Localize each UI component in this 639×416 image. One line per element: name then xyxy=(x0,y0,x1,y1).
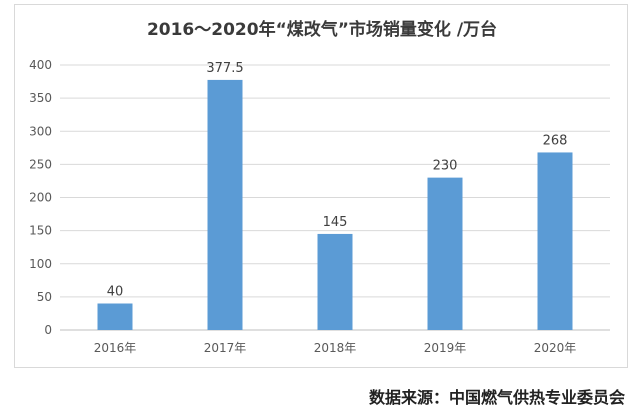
y-tick-label: 150 xyxy=(29,224,52,238)
data-label: 377.5 xyxy=(206,61,243,76)
bar xyxy=(207,79,243,330)
data-label: 145 xyxy=(323,215,348,230)
y-tick-label: 0 xyxy=(44,323,52,337)
bar xyxy=(97,303,133,330)
x-tick-label: 2016年 xyxy=(94,341,137,355)
data-source: 数据来源：中国燃气供热专业委员会 xyxy=(368,388,625,407)
data-labels: 40 377.5 145 230 268 xyxy=(107,61,568,300)
y-tick-label: 400 xyxy=(29,58,52,72)
bar-chart: 0 50 100 150 200 250 300 350 400 40 377.5 145 230 26… xyxy=(29,58,610,355)
chart-frame: 2016～2020年“煤改气”市场销量变化 /万台 0 50 100 150 200 25… xyxy=(14,4,628,368)
bar xyxy=(427,177,463,330)
y-tick-label: 300 xyxy=(29,124,52,138)
chart-title: 2016～2020年“煤改气”市场销量变化 /万台 xyxy=(146,20,498,40)
x-tick-label: 2020年 xyxy=(534,341,577,355)
data-label: 40 xyxy=(107,285,124,300)
y-tick-label: 50 xyxy=(37,290,52,304)
y-tick-label: 100 xyxy=(29,257,52,271)
x-tick-label: 2018年 xyxy=(314,341,357,355)
data-label: 268 xyxy=(543,133,568,148)
bars xyxy=(97,79,573,330)
data-label: 230 xyxy=(433,159,458,174)
x-tick-label: 2017年 xyxy=(204,341,247,355)
x-axis-ticks: 2016年 2017年 2018年 2019年 2020年 xyxy=(94,341,577,355)
y-axis-ticks: 0 50 100 150 200 250 300 350 400 xyxy=(29,58,52,337)
y-tick-label: 350 xyxy=(29,91,52,105)
y-tick-label: 200 xyxy=(29,191,52,205)
x-tick-label: 2019年 xyxy=(424,341,467,355)
bar xyxy=(537,152,573,330)
y-tick-label: 250 xyxy=(29,157,52,171)
bar xyxy=(317,233,353,330)
